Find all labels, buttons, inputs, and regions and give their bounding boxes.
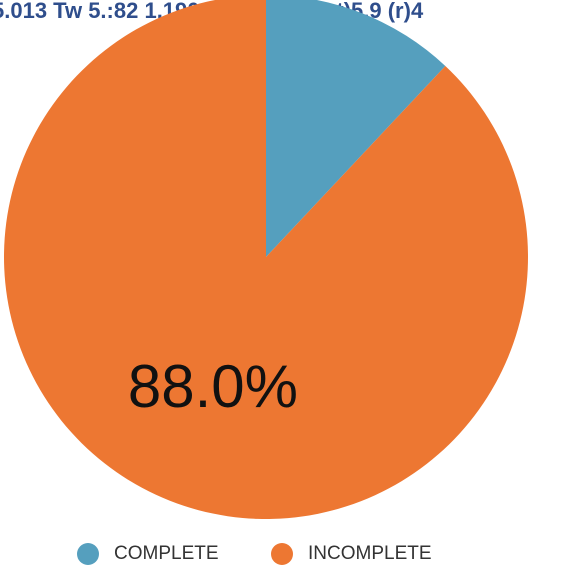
pie-slice	[266, 0, 446, 257]
legend-swatch	[77, 543, 99, 565]
legend-swatch	[271, 543, 293, 565]
legend-label: INCOMPLETE	[308, 543, 432, 564]
legend-label: COMPLETE	[114, 543, 219, 564]
value-label: 88.0%	[128, 353, 298, 420]
pie-slice	[4, 0, 528, 519]
